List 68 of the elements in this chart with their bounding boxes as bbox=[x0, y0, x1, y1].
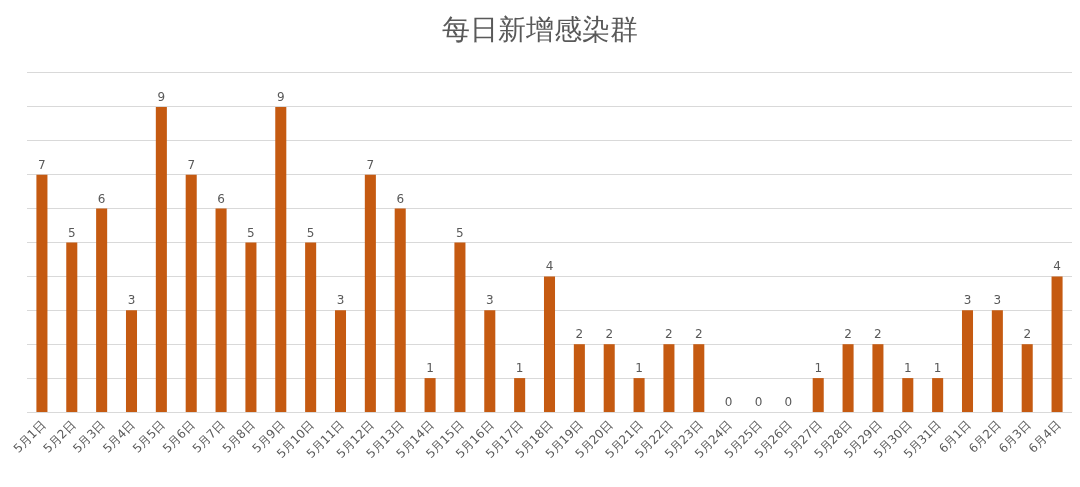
data-label: 6 bbox=[97, 191, 106, 206]
bar bbox=[872, 344, 884, 412]
bar bbox=[305, 242, 317, 412]
data-label: 7 bbox=[187, 157, 196, 172]
bar bbox=[514, 378, 526, 412]
data-label: 5 bbox=[67, 225, 76, 240]
data-label: 2 bbox=[1023, 327, 1032, 342]
data-label: 0 bbox=[784, 395, 793, 409]
data-label: 2 bbox=[575, 327, 584, 342]
bar bbox=[36, 174, 48, 412]
bar bbox=[334, 310, 347, 412]
data-label: 5 bbox=[456, 225, 464, 240]
bar bbox=[424, 378, 436, 412]
bar bbox=[394, 208, 406, 412]
bar bbox=[155, 106, 167, 412]
data-label: 3 bbox=[963, 293, 972, 308]
data-label: 0 bbox=[754, 395, 763, 409]
data-label: 2 bbox=[874, 327, 882, 342]
bar bbox=[275, 106, 287, 412]
data-label: 3 bbox=[336, 293, 345, 308]
data-label: 1 bbox=[515, 361, 524, 376]
bar bbox=[961, 310, 974, 412]
bar bbox=[364, 174, 376, 412]
bar bbox=[185, 174, 197, 412]
data-label: 2 bbox=[694, 327, 703, 342]
data-label: 7 bbox=[38, 157, 46, 172]
bar bbox=[991, 310, 1003, 412]
bar bbox=[902, 378, 914, 412]
data-label: 1 bbox=[933, 361, 942, 376]
data-label: 4 bbox=[545, 259, 554, 274]
data-label: 2 bbox=[844, 327, 852, 342]
data-label: 9 bbox=[157, 89, 166, 104]
data-label: 6 bbox=[217, 191, 225, 206]
data-label: 7 bbox=[366, 157, 375, 172]
bar bbox=[573, 344, 585, 412]
bar bbox=[245, 242, 257, 412]
bar bbox=[932, 378, 944, 412]
bar bbox=[543, 276, 556, 412]
data-label: 1 bbox=[635, 361, 643, 376]
data-label: 0 bbox=[724, 395, 733, 409]
data-label: 1 bbox=[814, 361, 823, 376]
data-label: 1 bbox=[903, 361, 912, 376]
data-label: 5 bbox=[247, 225, 255, 240]
bar bbox=[1021, 344, 1033, 412]
bar bbox=[484, 310, 496, 412]
data-label: 2 bbox=[665, 327, 673, 342]
bar bbox=[812, 378, 824, 412]
bar bbox=[633, 378, 645, 412]
data-label: 6 bbox=[396, 191, 405, 206]
data-label: 3 bbox=[485, 293, 494, 308]
bar bbox=[603, 344, 615, 412]
bar bbox=[125, 310, 138, 412]
bar bbox=[454, 242, 466, 412]
chart-title: 每日新增感染群 bbox=[442, 13, 638, 47]
bar bbox=[215, 208, 227, 412]
data-label: 2 bbox=[605, 327, 614, 342]
bar bbox=[96, 208, 108, 412]
data-label: 9 bbox=[276, 89, 285, 104]
bar bbox=[693, 344, 705, 412]
bar bbox=[66, 242, 78, 412]
bar bbox=[842, 344, 854, 412]
bar bbox=[663, 344, 675, 412]
data-label: 1 bbox=[426, 361, 434, 376]
data-label: 5 bbox=[306, 225, 315, 240]
bar bbox=[1051, 276, 1063, 412]
data-label: 3 bbox=[993, 293, 1002, 308]
data-label: 4 bbox=[1053, 259, 1061, 274]
data-label: 3 bbox=[127, 293, 136, 308]
